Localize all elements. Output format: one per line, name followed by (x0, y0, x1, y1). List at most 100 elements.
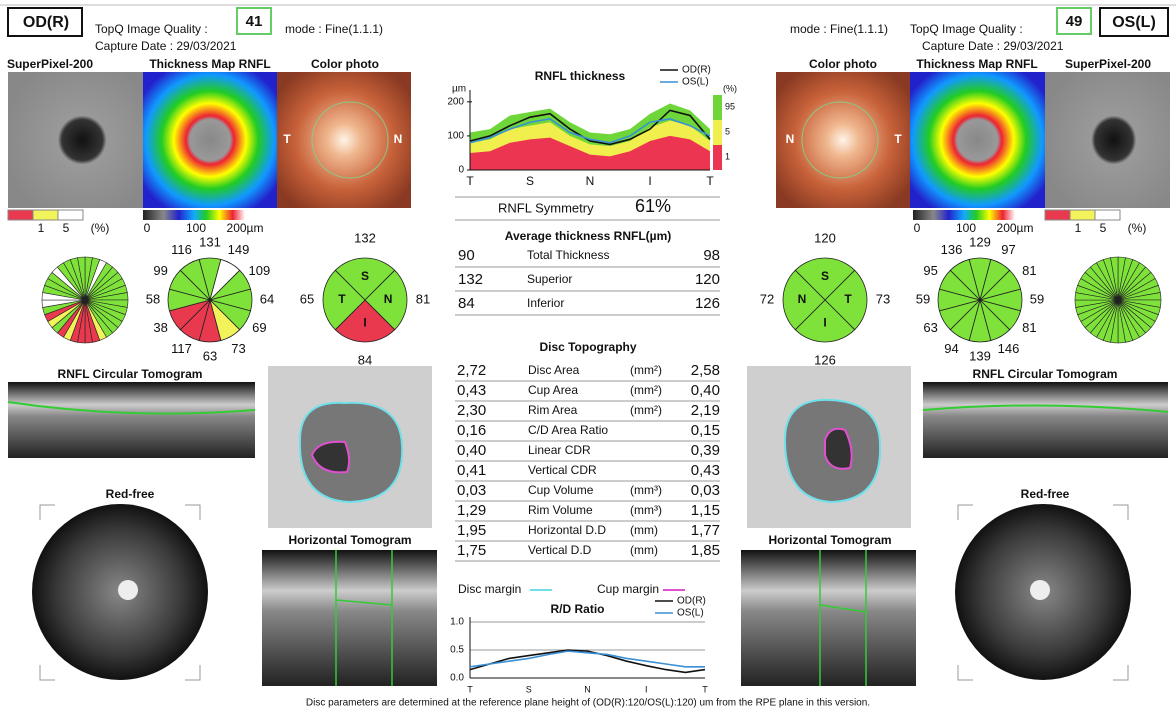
scale-swatch (33, 210, 58, 220)
y-tick-label: 0 (458, 165, 464, 176)
scale-label: 1 (38, 221, 45, 235)
quadrant-value: 72 (760, 291, 774, 306)
os-value: 1,15 (691, 502, 720, 519)
row-unit: (mm²) (630, 383, 662, 397)
superpixel-image (8, 72, 143, 208)
od-value: 0,41 (457, 462, 486, 479)
band-label: 95 (725, 101, 735, 111)
y-tick-label: 100 (447, 131, 464, 142)
row-label: Horizontal D.D (528, 523, 606, 537)
color-bar (913, 210, 1015, 220)
clock-value: 99 (153, 263, 167, 278)
x-tick-label: I (648, 174, 651, 188)
clock-value: 69 (252, 320, 266, 335)
x-tick-label: I (645, 684, 648, 694)
row-label: Cup Volume (528, 483, 594, 497)
scale-label: 200µm (227, 221, 264, 235)
panel-title: SuperPixel-200 (7, 57, 93, 71)
quality-value: 49 (1066, 13, 1083, 30)
legend-label: OS(L) (677, 608, 704, 619)
scale-label: 100 (186, 221, 206, 235)
od-value: 0,43 (457, 382, 486, 399)
clock-value: 59 (916, 291, 930, 306)
report: Disc parameters are determined at the re… (0, 0, 1176, 720)
od-value: 2,30 (457, 402, 486, 419)
row-label: Linear CDR (528, 443, 591, 457)
x-tick-label: T (706, 174, 714, 188)
row-label: Rim Area (528, 403, 578, 417)
row-label: Inferior (527, 296, 564, 310)
x-tick-label: S (526, 174, 534, 188)
clock-value: 64 (260, 291, 274, 306)
clock-value: 136 (941, 242, 963, 257)
chart-title: RNFL thickness (535, 69, 626, 83)
os-value: 0,43 (691, 462, 720, 479)
table-title: Disc Topography (539, 340, 636, 354)
od-value: 0,03 (457, 482, 486, 499)
cup-outline (825, 429, 852, 469)
clock-value: 149 (228, 242, 250, 257)
os-value: 98 (703, 247, 720, 264)
panel-title: Horizontal Tomogram (768, 533, 891, 547)
color-photo-image (776, 72, 910, 208)
od-value: 1,95 (457, 522, 486, 539)
panel-title: Horizontal Tomogram (288, 533, 411, 547)
x-tick-label: N (586, 174, 595, 188)
row-unit: (mm) (630, 523, 658, 537)
horizontal-tomogram (262, 550, 437, 686)
eye-label: OS(L) (1112, 14, 1156, 31)
optic-disc (1030, 580, 1050, 600)
clock-value: 59 (1030, 291, 1044, 306)
clock-value: 73 (231, 341, 245, 356)
panel-title: RNFL Circular Tomogram (58, 367, 203, 381)
optic-disc (118, 580, 138, 600)
fundus-letter: T (894, 132, 902, 146)
os-value: 0,40 (691, 382, 720, 399)
clock-value: 95 (923, 263, 937, 278)
clock-value: 38 (153, 320, 167, 335)
clock-value: 81 (1022, 320, 1036, 335)
quadrant-letter: I (823, 315, 826, 329)
fundus-letter: T (283, 132, 291, 146)
row-unit: (mm³) (630, 503, 662, 517)
color-bar (143, 210, 245, 220)
clock-value: 81 (1022, 263, 1036, 278)
quadrant-letter: S (821, 269, 829, 283)
os-value: 2,19 (691, 402, 720, 419)
panel-title: Color photo (311, 57, 379, 71)
clock-value: 94 (944, 341, 958, 356)
capture-date: Capture Date : 29/03/2021 (922, 39, 1064, 53)
scale-label: 200µm (997, 221, 1034, 235)
band-label: 5 (725, 126, 730, 136)
panel-title: Thickness Map RNFL (916, 57, 1037, 71)
os-value: 120 (695, 271, 720, 288)
eye-label: OD(R) (23, 14, 69, 31)
band-swatch (713, 95, 722, 120)
table-title: Average thickness RNFL(µm) (505, 229, 672, 243)
quality-label: TopQ Image Quality : (95, 22, 208, 36)
quadrant-value: 132 (354, 230, 376, 245)
y-tick-label: 0.0 (450, 673, 464, 684)
clock-value: 63 (923, 320, 937, 335)
capture-date: Capture Date : 29/03/2021 (95, 39, 237, 53)
od-value: 1,29 (457, 502, 486, 519)
circular-tomogram (8, 382, 255, 458)
clock-value: 117 (171, 341, 192, 356)
clock-value: 63 (203, 348, 217, 363)
clock-value: 131 (199, 234, 221, 249)
os-value: 1,77 (691, 522, 720, 539)
os-value: 2,58 (691, 362, 720, 379)
legend-label: Disc margin (458, 582, 521, 596)
scale-swatch (1045, 210, 1070, 220)
os-value: 0,15 (691, 422, 720, 439)
panel-title: Red-free (1021, 487, 1070, 501)
od-value: 90 (458, 247, 475, 264)
page: Disc parameters are determined at the re… (0, 0, 1176, 720)
row-label: Disc Area (528, 363, 580, 377)
panel-title: SuperPixel-200 (1065, 57, 1151, 71)
quadrant-letter: T (844, 292, 852, 306)
clock-value: 146 (998, 341, 1020, 356)
quadrant-value: 73 (876, 291, 890, 306)
clock-value: 58 (146, 291, 160, 306)
horizontal-tomogram (741, 550, 916, 686)
